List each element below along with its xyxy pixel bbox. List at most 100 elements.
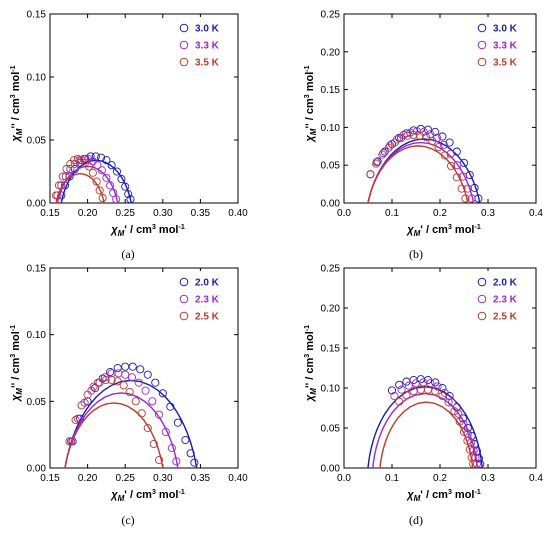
panel-d-legend-label-2: 2.5 K [493,312,518,323]
panel-a-legend: 3.0 K 3.3 K 3.5 K [174,17,234,72]
panel-b-point [373,157,382,166]
panel-d-point [444,398,453,407]
panel-b-point [439,140,448,149]
panel-a-caption: (a) [121,247,134,261]
panel-d-point [402,391,411,400]
panel-c-point [121,362,130,371]
panel-d-legend-marker-1 [477,294,487,304]
panel-b-point [409,130,418,140]
panel-c-point [141,386,150,395]
panel-d-fit-line-1 [372,392,479,468]
panel-a-legend-marker-2 [179,57,189,67]
panel-a-xtick-label: 0.20 [78,208,98,219]
panel-c-point [127,373,137,382]
panel-d-legend-marker-0 [477,277,487,287]
panel-b-legend-bg [472,17,532,72]
panel-b-legend: 3.0 K 3.3 K 3.5 K [472,17,532,72]
panel-c-point [101,375,110,385]
panel-c-point [172,457,181,466]
panel-b-point [384,143,393,152]
panel-d-point [467,453,476,462]
panel-c-legend-bg [174,271,234,326]
panel-c-ytick-label: 0.05 [27,397,47,408]
panel-a-point [102,156,111,165]
panel-b-xtick-label: 0.3 [481,208,495,219]
panel-d-ytick-label: 0.15 [321,344,341,355]
panel-c-point [134,378,143,387]
panel-c-xtick-label: 0.15 [40,473,60,484]
panel-a-point [117,175,126,184]
panel-c-point [83,390,92,399]
panel-c-xtick-label: 0.30 [153,473,173,484]
panel-c-legend-marker-0 [179,277,189,287]
panel-b-xtick-label: 0.1 [385,208,399,219]
panel-b-point [372,159,381,168]
panel-c-point [173,418,182,427]
panel-c-plot: 0.15 0.20 0.25 0.30 0.35 0.40 0.00 0.05 0.10 0.15… [10,264,248,504]
panel-b-point [415,131,424,140]
panel-d-xtick-label: 0.1 [385,473,399,484]
panel-b-ytick-label: 0.00 [321,199,341,210]
panel-b-legend-label-0: 3.0 K [493,24,518,35]
panel-d-fit-line-0 [367,385,483,468]
panel-a-point [121,182,130,191]
panel-d-xlabel: χM' / cm3 mol-1 [406,489,481,503]
panel-c-point [65,437,74,446]
panel-c-legend-label-0: 2.0 K [195,278,220,289]
panel-a-legend-marker-0 [179,23,189,33]
panel-b-data-area [366,124,483,203]
panel-c-point [113,363,122,373]
panel-c-point [114,369,123,378]
panel-c-point [190,458,199,467]
panel-a-plot: 0.15 0.20 0.25 0.30 0.35 0.40 0.00 0.05 0.10 0.15… [10,10,248,239]
panel-c-point [113,377,122,386]
panel-d-xtick-label: 0.3 [481,473,495,484]
panel-b-ytick-label: 0.20 [321,47,341,58]
panel-b-point [452,173,461,182]
panel-c-point [151,378,160,387]
panel-c-xtick-label: 0.35 [191,473,211,484]
panel-d-xtick-label: 0.2 [433,473,447,484]
panel-d-point [463,436,472,445]
panel-d-legend: 2.0 K 2.3 K 2.5 K [472,271,532,326]
panel-b-point [461,194,470,203]
panel-b-point [446,149,455,158]
panel-d-ytick-label: 0.25 [321,264,341,275]
panel-b-point [366,170,375,179]
panel-b-legend-marker-1 [477,40,487,50]
panel-c-legend: 2.0 K 2.3 K 2.5 K [174,271,234,326]
panel-a-point [58,172,67,181]
panel-a-point [112,195,121,203]
panel-a-point [54,181,64,190]
panel-c-point [181,435,190,445]
panel-c-point [128,362,137,371]
panel-d-legend-bg [472,271,532,326]
panel-c-point [121,370,130,379]
panel-c-point [149,439,158,449]
panel-c-point [148,397,157,406]
panel-a-ytick-label: 0.05 [27,136,47,147]
panel-a-ytick-label: 0.00 [27,199,47,210]
panel-a-point [97,153,106,162]
panel-c-legend-marker-2 [179,311,189,321]
panel-b-point [434,143,443,152]
panel-c-point [186,449,195,458]
panel-a-xlabel: χM' / cm3 mol-1 [110,224,185,238]
panel-a-fit-line-2 [55,173,105,203]
panel-c-point [89,382,98,391]
panel-c-point [73,414,82,423]
panel-d-legend-label-1: 2.3 K [493,295,518,306]
panel-c-frame [49,267,239,469]
panel-d-ytick-label: 0.05 [321,424,341,435]
panel-d-point [431,378,440,387]
panel-a-point [73,154,82,163]
panel-d-caption: (d) [409,513,423,527]
panel-a-legend-marker-1 [179,40,189,50]
panel-a-point [107,161,116,170]
panel-b-xlabel: χM' / cm3 mol-1 [406,224,481,238]
panel-d-ytick-label: 0.20 [321,304,341,315]
panel-d-point [397,385,406,394]
panel-d-plot: 0.0 0.1 0.2 0.3 0.4 0.00 0.05 0.10 0.15 0.20 0.25 χ… [304,264,543,504]
panel-a-point [112,167,121,176]
panel-b-point [428,136,437,146]
